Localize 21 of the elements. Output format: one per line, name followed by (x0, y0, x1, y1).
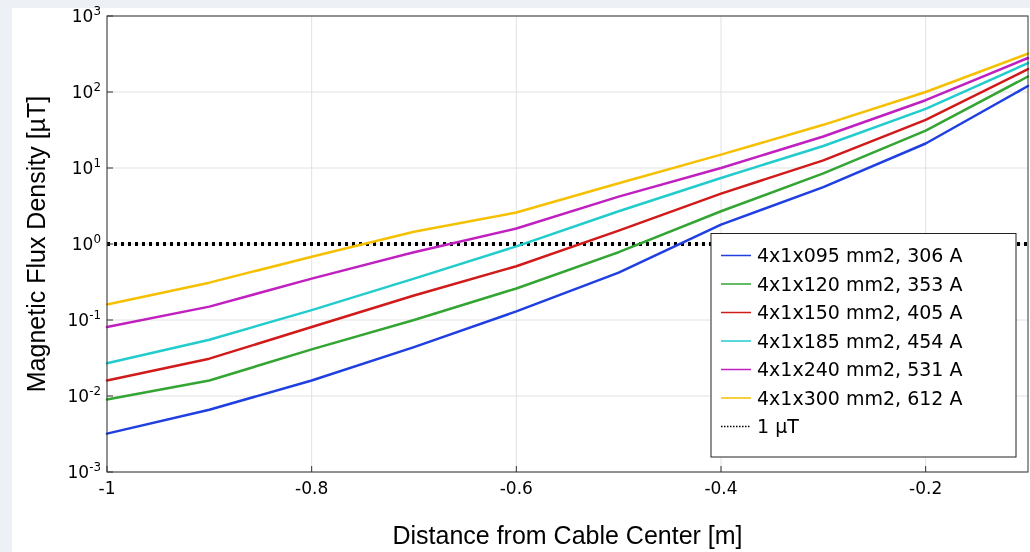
legend-label: 4x1x150 mm2, 405 A (757, 301, 963, 324)
y-tick-label: 10$^{-3}$ (67, 459, 101, 482)
x-tick-label: -0.4 (704, 478, 738, 498)
y-tick-label: 10$^{-1}$ (67, 307, 101, 330)
y-tick-label: 10$^{1}$ (71, 155, 101, 178)
legend-label: 4x1x120 mm2, 353 A (757, 272, 963, 295)
x-tick-label: -0.2 (909, 478, 943, 498)
x-tick-label: -1 (98, 478, 116, 498)
legend-label: 4x1x095 mm2, 306 A (757, 244, 963, 267)
y-axis-title: Magnetic Flux Density [µT] (22, 95, 50, 393)
legend-label: 4x1x185 mm2, 454 A (757, 329, 963, 352)
x-tick-label: -0.6 (499, 478, 533, 498)
x-axis-title: Distance from Cable Center [m] (392, 521, 743, 549)
x-tick-label: -0.8 (295, 478, 329, 498)
y-tick-label: 10$^{-2}$ (67, 383, 101, 406)
legend-label: 1 µT (757, 415, 800, 438)
legend-label: 4x1x240 mm2, 531 A (757, 358, 963, 381)
legend-label: 4x1x300 mm2, 612 A (757, 386, 963, 409)
y-tick-label: 10$^{3}$ (71, 3, 101, 26)
y-tick-label: 10$^{0}$ (71, 231, 101, 254)
y-tick-label: 10$^{2}$ (71, 79, 101, 102)
